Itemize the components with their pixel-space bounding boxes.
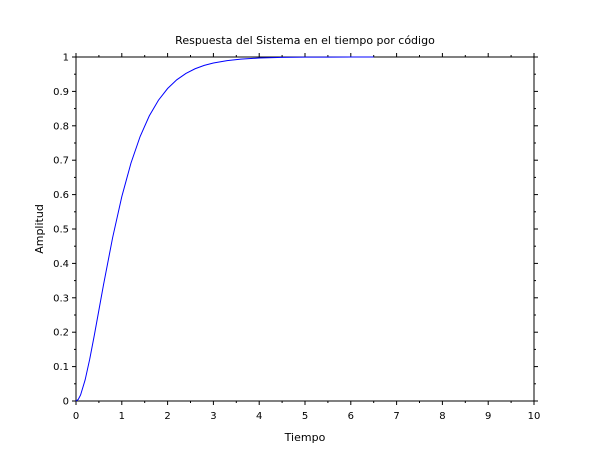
- y-tick-label: 0.1: [53, 362, 69, 373]
- y-tick-label: 0.5: [53, 225, 69, 236]
- y-axis-ticks: 0 0.1 0.2 0.3 0.4 0.5 0.6 0.7 0.8 0.9 1: [53, 53, 538, 408]
- x-tick-label: 4: [256, 411, 262, 422]
- plot-area-frame: [75, 56, 535, 402]
- y-tick-label: 0.9: [53, 87, 69, 98]
- x-tick-label: 0: [73, 411, 79, 422]
- x-tick-label: 5: [302, 411, 308, 422]
- y-tick-label: 0.4: [53, 259, 69, 270]
- y-axis-label: Amplitud: [33, 204, 46, 254]
- x-tick-label: 6: [348, 411, 354, 422]
- series-layer: [75, 56, 374, 402]
- x-tick-label: 10: [528, 411, 541, 422]
- x-tick-label: 7: [393, 411, 399, 422]
- y-tick-label: 0.6: [53, 190, 69, 201]
- y-tick-label: 0.7: [53, 156, 69, 167]
- x-tick-label: 2: [164, 411, 170, 422]
- y-tick-label: 0.3: [53, 293, 69, 304]
- chart-title: Respuesta del Sistema en el tiempo por c…: [175, 34, 435, 47]
- x-tick-label: 1: [119, 411, 125, 422]
- x-tick-label: 3: [210, 411, 216, 422]
- x-axis-label: Tiempo: [284, 431, 326, 444]
- series-line-0: [75, 56, 374, 402]
- y-tick-label: 0: [63, 397, 69, 408]
- y-tick-label: 1: [63, 53, 69, 64]
- x-tick-label: 9: [485, 411, 491, 422]
- x-tick-label: 8: [439, 411, 445, 422]
- y-tick-label: 0.2: [53, 328, 69, 339]
- y-tick-label: 0.8: [53, 121, 69, 132]
- x-axis-ticks: 0 1 2 3 4 5 6 7 8 9 10: [73, 53, 541, 422]
